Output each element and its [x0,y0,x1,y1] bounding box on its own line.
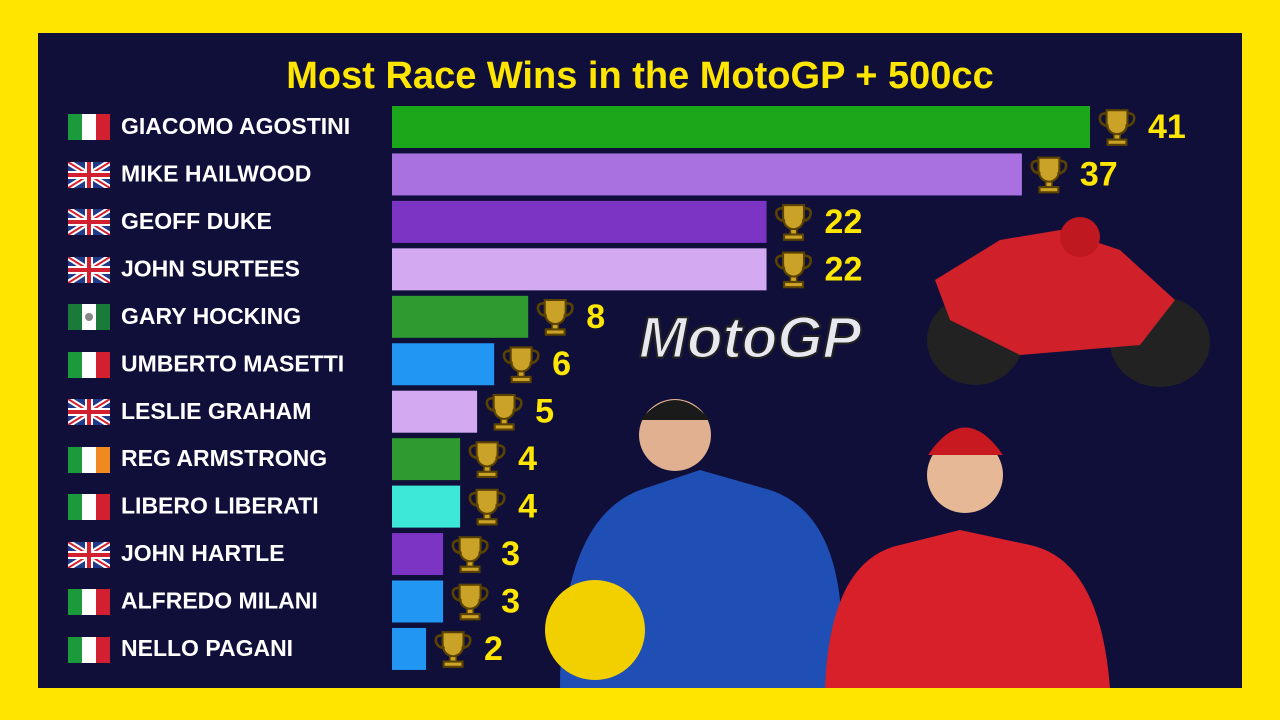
logo: MotoGP [639,305,862,370]
bar [392,390,478,433]
value-label: 22 [825,203,863,241]
value-label: 22 [825,250,863,288]
category-label: ALFREDO MILANI [121,588,318,614]
value-label: 5 [535,393,554,431]
bar [392,533,444,576]
value-label: 3 [501,582,520,620]
bar [392,438,461,481]
category-label: UMBERTO MASETTI [121,350,344,376]
value-label: 2 [484,630,503,668]
value-label: 37 [1080,155,1118,193]
category-label: NELLO PAGANI [121,635,293,661]
bar [392,627,427,670]
category-label: JOHN SURTEES [121,255,300,281]
bar [392,485,461,528]
category-label: GARY HOCKING [121,303,301,329]
category-label: GIACOMO AGOSTINI [121,113,350,139]
category-label: REG ARMSTRONG [121,445,327,471]
value-label: 3 [501,535,520,573]
category-label: JOHN HARTLE [121,540,285,566]
category-label: LIBERO LIBERATI [121,493,319,519]
bar [392,248,767,291]
rider-images [545,399,1110,688]
category-label: LESLIE GRAHAM [121,398,311,424]
motorcycle-image [927,217,1210,387]
category-label: GEOFF DUKE [121,208,272,234]
value-label: 41 [1148,108,1186,146]
chart-title: Most Race Wins in the MotoGP + 500cc [286,55,993,97]
category-label: MIKE HAILWOOD [121,161,311,187]
bar [392,153,1022,196]
value-label: 8 [586,298,605,336]
bar [392,580,444,623]
bar [392,295,529,338]
value-label: 6 [552,345,571,383]
bar [392,200,767,243]
value-label: 4 [518,488,537,526]
bar [392,106,1090,148]
value-label: 4 [518,440,537,478]
bar [392,343,495,386]
